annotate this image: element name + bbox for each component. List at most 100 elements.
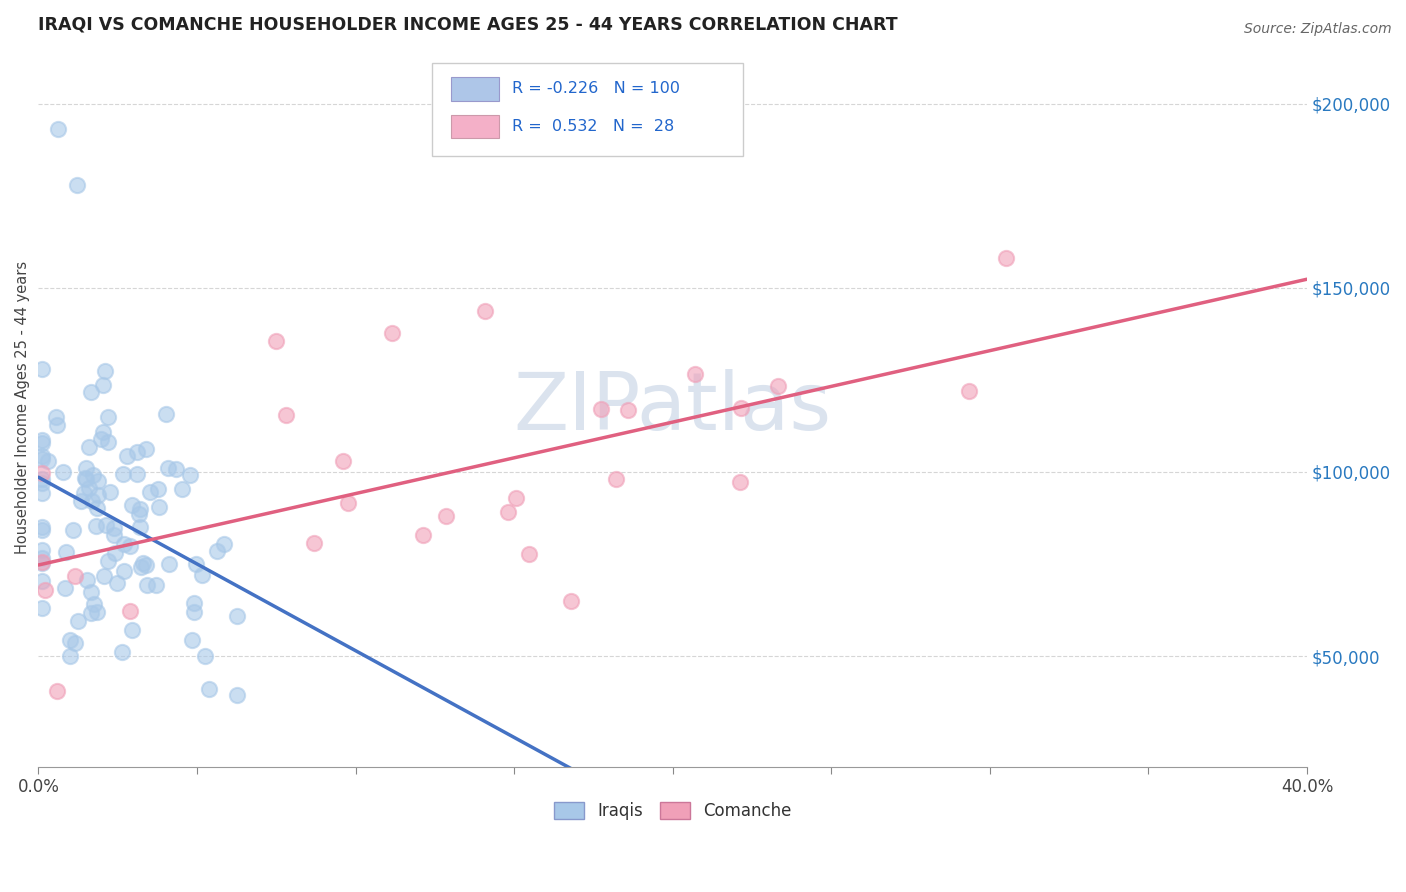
Point	[685, 367, 707, 381]
FancyBboxPatch shape	[432, 62, 742, 156]
Point	[67, 615, 90, 629]
Point	[496, 505, 519, 519]
Point	[183, 605, 205, 619]
Point	[55, 545, 77, 559]
Point	[31, 543, 53, 558]
Point	[37, 453, 59, 467]
Point	[129, 560, 152, 574]
Point	[225, 609, 247, 624]
Point	[80, 584, 103, 599]
Point	[183, 596, 205, 610]
Point	[83, 597, 105, 611]
Point	[82, 494, 104, 508]
Point	[31, 600, 53, 615]
Point	[434, 509, 457, 524]
Point	[86, 501, 108, 516]
Point	[52, 465, 75, 479]
Point	[31, 467, 53, 481]
Legend: Iraqis, Comanche: Iraqis, Comanche	[547, 795, 799, 827]
Point	[73, 485, 96, 500]
Point	[65, 178, 87, 192]
Point	[104, 546, 127, 560]
Point	[46, 683, 69, 698]
Point	[31, 574, 53, 588]
Point	[179, 468, 201, 483]
Point	[128, 502, 150, 516]
Point	[75, 471, 97, 485]
Point	[412, 527, 434, 541]
Point	[98, 485, 121, 500]
Point	[139, 484, 162, 499]
Point	[105, 576, 128, 591]
Point	[180, 633, 202, 648]
Point	[276, 409, 298, 423]
Point	[31, 449, 53, 463]
Point	[159, 557, 181, 571]
Point	[957, 384, 980, 398]
Point	[87, 474, 110, 488]
Bar	[451, 78, 499, 101]
Point	[207, 543, 229, 558]
Point	[91, 425, 114, 439]
Point	[212, 537, 235, 551]
Point	[31, 362, 53, 376]
Point	[125, 467, 148, 481]
Point	[103, 521, 125, 535]
Point	[112, 564, 135, 578]
Point	[59, 633, 82, 648]
Point	[381, 326, 404, 340]
Point	[474, 304, 496, 318]
Point	[120, 604, 142, 618]
Text: ZIPatlas: ZIPatlas	[513, 368, 832, 447]
Point	[115, 450, 138, 464]
Point	[97, 554, 120, 568]
Point	[75, 460, 97, 475]
Point	[121, 498, 143, 512]
Point	[517, 547, 540, 561]
Point	[63, 636, 86, 650]
Point	[146, 482, 169, 496]
Point	[31, 555, 53, 569]
Text: IRAQI VS COMANCHE HOUSEHOLDER INCOME AGES 25 - 44 YEARS CORRELATION CHART: IRAQI VS COMANCHE HOUSEHOLDER INCOME AGE…	[38, 15, 898, 33]
Point	[226, 688, 249, 702]
Point	[93, 569, 115, 583]
Point	[77, 440, 100, 454]
Point	[157, 461, 180, 475]
Text: R =  0.532   N =  28: R = 0.532 N = 28	[512, 119, 673, 134]
Point	[31, 472, 53, 486]
Point	[46, 418, 69, 433]
Point	[112, 537, 135, 551]
Point	[198, 682, 221, 697]
Point	[31, 475, 53, 490]
Point	[80, 606, 103, 620]
Point	[616, 402, 638, 417]
Point	[94, 517, 117, 532]
Point	[302, 536, 325, 550]
Point	[121, 623, 143, 637]
Point	[96, 434, 118, 449]
Point	[127, 445, 149, 459]
Point	[994, 252, 1017, 266]
Point	[87, 488, 110, 502]
Point	[34, 583, 56, 598]
Point	[194, 648, 217, 663]
Point	[131, 556, 153, 570]
Point	[591, 402, 613, 417]
Text: Source: ZipAtlas.com: Source: ZipAtlas.com	[1244, 22, 1392, 37]
Point	[31, 451, 53, 466]
Point	[46, 122, 69, 136]
Point	[165, 462, 187, 476]
Point	[128, 507, 150, 521]
Point	[172, 482, 194, 496]
Point	[59, 648, 82, 663]
Point	[145, 578, 167, 592]
Point	[31, 486, 53, 500]
Point	[505, 491, 527, 506]
Point	[31, 551, 53, 566]
Point	[332, 454, 354, 468]
Point	[79, 384, 101, 399]
Point	[264, 334, 287, 348]
Point	[97, 410, 120, 425]
Point	[730, 401, 752, 416]
Point	[605, 472, 627, 486]
